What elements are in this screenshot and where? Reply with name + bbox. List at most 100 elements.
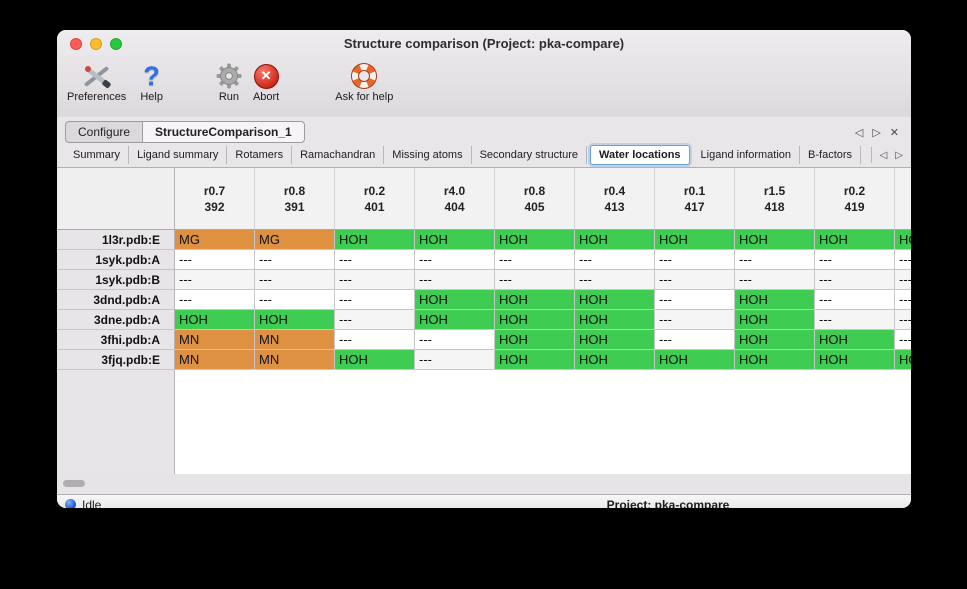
cell-none[interactable]: --- (255, 250, 335, 270)
cell-none[interactable]: --- (575, 250, 655, 270)
cell-water[interactable]: HOH (335, 230, 415, 250)
cell-none[interactable]: --- (175, 250, 255, 270)
column-header[interactable]: r0.1 417 (655, 168, 735, 229)
column-header[interactable]: r1.5 418 (735, 168, 815, 229)
cell-none[interactable]: --- (415, 250, 495, 270)
cell-water[interactable]: HOH (735, 290, 815, 310)
ask-for-help-button[interactable]: Ask for help (335, 59, 393, 103)
cell-none[interactable]: --- (815, 250, 895, 270)
cell-none[interactable]: --- (575, 270, 655, 290)
cell-none[interactable]: --- (735, 270, 815, 290)
cell-none[interactable]: --- (335, 310, 415, 330)
column-header[interactable]: r0.2 419 (815, 168, 895, 229)
cell-water[interactable]: HOH (495, 230, 575, 250)
cell-water[interactable]: HOH (415, 290, 495, 310)
cell-water[interactable]: HOH (655, 230, 735, 250)
cell-water[interactable]: HOH (495, 290, 575, 310)
cell-none[interactable]: --- (655, 330, 735, 350)
cell-water[interactable]: HOH (815, 330, 895, 350)
subtab-prev-icon[interactable]: ◁ (879, 149, 888, 161)
column-header[interactable]: r4.0 404 (415, 168, 495, 229)
cell-metal[interactable]: MG (255, 230, 335, 250)
cell-metal[interactable]: MN (175, 350, 255, 370)
subtab-rotamers[interactable]: Rotamers (227, 146, 293, 164)
subtab-missing-atoms[interactable]: Missing atoms (384, 146, 472, 164)
cell-water[interactable]: HOH (495, 310, 575, 330)
cell-water[interactable]: HOH (495, 350, 575, 370)
cell-water[interactable]: HOH (655, 350, 735, 370)
cell-none[interactable]: --- (655, 290, 735, 310)
cell-water[interactable]: HOH (895, 350, 911, 370)
cell-none[interactable]: --- (895, 270, 911, 290)
column-header[interactable]: r0.8 391 (255, 168, 335, 229)
subtab-ligand-summary[interactable]: Ligand summary (129, 146, 228, 164)
cell-water[interactable]: HOH (895, 230, 911, 250)
cell-water[interactable]: HOH (575, 290, 655, 310)
cell-water[interactable]: HOH (735, 310, 815, 330)
cell-metal[interactable]: MN (175, 330, 255, 350)
tab-close-icon[interactable]: ✕ (889, 127, 899, 139)
row-label[interactable]: 1syk.pdb:A (57, 250, 175, 270)
row-label[interactable]: 1l3r.pdb:E (57, 230, 175, 250)
cell-none[interactable]: --- (815, 270, 895, 290)
cell-water[interactable]: HOH (735, 330, 815, 350)
subtab-water-locations[interactable]: Water locations (590, 145, 690, 165)
tab-prev-icon[interactable]: ◁ (854, 127, 864, 139)
help-button[interactable]: ? Help (140, 61, 163, 103)
subtab-b-factors[interactable]: B-factors (800, 146, 862, 164)
cell-none[interactable]: --- (335, 250, 415, 270)
horizontal-scrollbar-track[interactable] (57, 474, 911, 494)
horizontal-scrollbar-thumb[interactable] (63, 480, 85, 487)
cell-water[interactable]: HOH (175, 310, 255, 330)
cell-water[interactable]: HOH (335, 350, 415, 370)
cell-none[interactable]: --- (655, 270, 735, 290)
cell-water[interactable]: HOH (575, 330, 655, 350)
column-header[interactable]: r0.2 401 (335, 168, 415, 229)
row-label[interactable]: 3dne.pdb:A (57, 310, 175, 330)
cell-none[interactable]: --- (175, 270, 255, 290)
cell-none[interactable]: --- (495, 250, 575, 270)
cell-none[interactable]: --- (335, 330, 415, 350)
tab-structurecomparison-1[interactable]: StructureComparison_1 (143, 121, 305, 143)
subtab-ramachandran[interactable]: Ramachandran (292, 146, 385, 164)
cell-none[interactable]: --- (415, 330, 495, 350)
cell-none[interactable]: --- (735, 250, 815, 270)
subtab-ligand-information[interactable]: Ligand information (693, 146, 801, 164)
cell-none[interactable]: --- (495, 270, 575, 290)
cell-none[interactable]: --- (655, 310, 735, 330)
subtab-next-icon[interactable]: ▷ (895, 149, 903, 161)
cell-none[interactable]: --- (255, 270, 335, 290)
zoom-window-button[interactable] (110, 38, 122, 50)
cell-none[interactable]: --- (415, 350, 495, 370)
tab-configure[interactable]: Configure (65, 121, 144, 143)
preferences-button[interactable]: Preferences (67, 61, 126, 103)
cell-water[interactable]: HOH (495, 330, 575, 350)
cell-water[interactable]: HOH (575, 230, 655, 250)
cell-water[interactable]: HOH (415, 310, 495, 330)
cell-water[interactable]: HOH (255, 310, 335, 330)
cell-none[interactable]: --- (655, 250, 735, 270)
cell-water[interactable]: HOH (735, 350, 815, 370)
cell-water[interactable]: HOH (575, 310, 655, 330)
run-button[interactable]: Run (215, 61, 243, 103)
cell-none[interactable]: --- (895, 310, 911, 330)
cell-water[interactable]: HOH (575, 350, 655, 370)
row-label[interactable]: 3fjq.pdb:E (57, 350, 175, 370)
tab-next-icon[interactable]: ▷ (872, 127, 881, 139)
cell-none[interactable]: --- (335, 290, 415, 310)
minimize-window-button[interactable] (90, 38, 102, 50)
cell-none[interactable]: --- (815, 290, 895, 310)
column-header[interactable] (895, 168, 911, 229)
cell-none[interactable]: --- (255, 290, 335, 310)
row-label[interactable]: 1syk.pdb:B (57, 270, 175, 290)
cell-none[interactable]: --- (895, 330, 911, 350)
row-label[interactable]: 3fhi.pdb:A (57, 330, 175, 350)
column-header[interactable]: r0.4 413 (575, 168, 655, 229)
cell-water[interactable]: HOH (415, 230, 495, 250)
cell-none[interactable]: --- (895, 290, 911, 310)
cell-metal[interactable]: MN (255, 330, 335, 350)
cell-none[interactable]: --- (415, 270, 495, 290)
cell-water[interactable]: HOH (815, 350, 895, 370)
row-label[interactable]: 3dnd.pdb:A (57, 290, 175, 310)
close-window-button[interactable] (70, 38, 82, 50)
